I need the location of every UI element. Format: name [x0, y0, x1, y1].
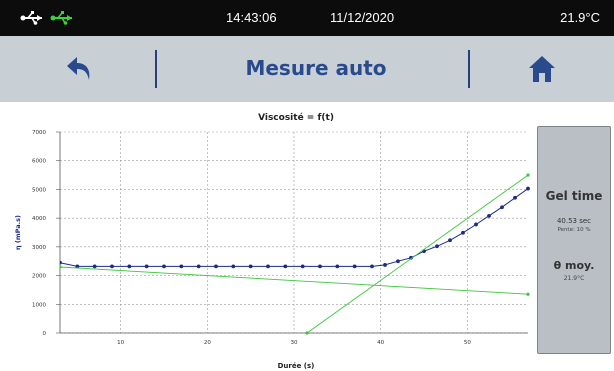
gel-time-title: Gel time — [545, 189, 603, 203]
chart-svg: Viscosité = f(t) 0 1000 2000 3000 4000 5000 600… — [14, 112, 530, 370]
data-point — [448, 238, 452, 243]
clock-date: 11/12/2020 — [330, 10, 395, 25]
x-tick-label: 30 — [291, 340, 298, 346]
y-tick-label: 5000 — [32, 187, 46, 193]
series-line — [306, 174, 529, 334]
data-point — [370, 264, 374, 269]
data-point — [196, 264, 201, 269]
data-point — [60, 260, 62, 265]
mean-temperature-title: θ moy. — [553, 259, 595, 272]
data-point — [435, 244, 439, 249]
mean-temperature-value: 21.9°C — [563, 275, 585, 282]
data-point — [352, 264, 357, 269]
data-point — [318, 264, 322, 269]
y-tick-label: 6000 — [32, 159, 46, 165]
data-point — [248, 264, 253, 269]
x-tick-label: 50 — [464, 340, 471, 346]
chart-title: Viscosité = f(t) — [258, 112, 334, 123]
data-point — [75, 264, 80, 269]
y-tick-label: 3000 — [32, 245, 46, 251]
data-point — [461, 230, 465, 235]
usb-icon — [20, 11, 42, 25]
data-point — [383, 263, 387, 267]
series-line — [60, 266, 529, 295]
data-point — [487, 213, 491, 218]
data-point — [162, 264, 166, 269]
back-button[interactable] — [48, 46, 112, 92]
page-title: Mesure auto — [245, 56, 387, 80]
clock-time: 14:43:06 — [226, 10, 277, 25]
x-tick-label: 20 — [204, 340, 211, 346]
data-point — [231, 264, 236, 269]
y-axis-label: η (mPa.s) — [14, 215, 22, 250]
data-point — [127, 264, 132, 269]
data-point — [526, 173, 530, 177]
back-arrow-icon — [67, 57, 90, 80]
data-point — [305, 331, 309, 335]
data-point — [92, 264, 97, 269]
y-tick-label: 4000 — [32, 216, 46, 222]
data-point — [110, 264, 114, 269]
data-point — [214, 264, 218, 269]
x-tick-label: 40 — [377, 340, 384, 346]
data-point — [526, 292, 530, 296]
usb-icon — [50, 11, 72, 25]
gel-time-slope: Pente: 10 % — [557, 227, 591, 233]
gel-time-value: 40.53 sec — [556, 217, 592, 225]
y-tick-label: 2000 — [32, 274, 46, 280]
home-button[interactable] — [510, 46, 574, 92]
home-icon — [529, 56, 555, 82]
separator — [155, 50, 157, 88]
status-bar: 14:43:06 11/12/2020 21.9°C — [0, 0, 614, 36]
data-point — [526, 186, 530, 191]
data-point — [500, 205, 504, 210]
results-panel: Gel time 40.53 sec Pente: 10 % θ moy. 21… — [537, 126, 611, 354]
data-point — [300, 264, 305, 269]
temperature-readout: 21.9°C — [560, 10, 600, 25]
y-tick-label: 7000 — [32, 130, 46, 136]
x-axis-label: Durée (s) — [278, 362, 315, 370]
data-point — [335, 264, 340, 269]
data-point — [179, 264, 184, 269]
data-point — [60, 265, 62, 269]
data-point — [144, 264, 149, 269]
y-tick-label: 1000 — [32, 302, 46, 308]
header-bar: Mesure auto — [0, 36, 614, 102]
separator — [468, 50, 470, 88]
y-tick-label: 0 — [43, 331, 47, 337]
data-point — [513, 195, 517, 200]
data-point — [474, 222, 478, 227]
data-point — [283, 264, 288, 269]
viscosity-chart: Viscosité = f(t) 0 1000 2000 3000 4000 5000 600… — [0, 102, 536, 371]
data-point — [396, 259, 400, 264]
x-tick-label: 10 — [117, 340, 124, 346]
data-point — [409, 255, 413, 260]
data-point — [266, 264, 270, 269]
